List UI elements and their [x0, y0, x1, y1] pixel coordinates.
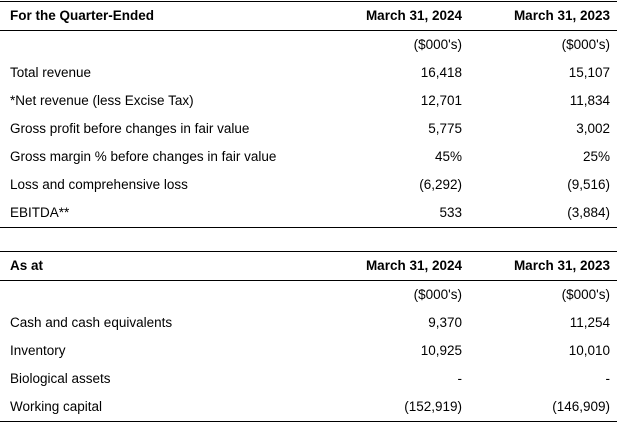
units-label-2023: ($000's): [561, 37, 610, 52]
units-row: ($000's) ($000's): [0, 31, 617, 60]
units-spacer: [0, 281, 312, 310]
row-label: Inventory: [10, 343, 66, 358]
units-label-2024: ($000's): [413, 37, 462, 52]
column-header-2024: March 31, 2024: [312, 1, 462, 31]
row-value-2024: (152,919): [404, 399, 462, 414]
units-label-2024: ($000's): [413, 287, 462, 302]
row-label: Gross margin % before changes in fair va…: [10, 149, 277, 164]
row-value-2024: 533: [439, 205, 462, 220]
as-at-table: As at March 31, 2024 March 31, 2023 ($00…: [0, 251, 617, 422]
table-header-row: As at March 31, 2024 March 31, 2023: [0, 251, 617, 281]
row-value-2024: 10,925: [420, 343, 462, 358]
table-row: Cash and cash equivalents 9,370 11,254: [0, 309, 617, 337]
row-value-2024: (6,292): [419, 177, 462, 192]
row-value-2023: (3,884): [567, 205, 610, 220]
row-value-2024: 9,370: [428, 315, 462, 330]
table-row: Inventory 10,925 10,010: [0, 337, 617, 365]
table-row: Loss and comprehensive loss (6,292) (9,5…: [0, 171, 617, 199]
table-title: For the Quarter-Ended: [0, 1, 312, 31]
row-value-2023: (9,516): [567, 177, 610, 192]
table-row: EBITDA** 533 (3,884): [0, 199, 617, 228]
table-row: Gross profit before changes in fair valu…: [0, 115, 617, 143]
row-label: Biological assets: [10, 371, 111, 386]
row-value-2023: -: [605, 371, 611, 386]
row-value-2024: 12,701: [420, 93, 462, 108]
table-header-row: For the Quarter-Ended March 31, 2024 Mar…: [0, 1, 617, 31]
row-value-2023: 15,107: [568, 65, 610, 80]
row-label: EBITDA**: [10, 205, 70, 220]
table-row: Total revenue 16,418 15,107: [0, 59, 617, 87]
row-value-2023: 11,834: [569, 93, 610, 108]
row-value-2023: 11,254: [569, 315, 610, 330]
row-value-2024: 16,418: [420, 65, 462, 80]
row-value-2024: 45%: [434, 149, 462, 164]
row-label: Cash and cash equivalents: [10, 315, 173, 330]
units-spacer: [0, 31, 312, 60]
table-row: *Net revenue (less Excise Tax) 12,701 11…: [0, 87, 617, 115]
row-value-2023: 10,010: [568, 343, 610, 358]
table-title: As at: [0, 251, 312, 281]
row-label: Working capital: [10, 399, 103, 414]
row-value-2024: 5,775: [428, 121, 462, 136]
quarter-ended-table: For the Quarter-Ended March 31, 2024 Mar…: [0, 1, 617, 228]
row-value-2023: 3,002: [576, 121, 610, 136]
units-label-2023: ($000's): [561, 287, 610, 302]
row-value-2023: 25%: [582, 149, 610, 164]
units-row: ($000's) ($000's): [0, 281, 617, 310]
row-label: Loss and comprehensive loss: [10, 177, 188, 192]
table-row: Working capital (152,919) (146,909): [0, 393, 617, 422]
row-label: Gross profit before changes in fair valu…: [10, 121, 250, 136]
row-label: Total revenue: [10, 65, 92, 80]
column-header-2024: March 31, 2024: [312, 251, 462, 281]
table-row: Biological assets - -: [0, 365, 617, 393]
column-header-2023: March 31, 2023: [462, 1, 617, 31]
row-value-2024: -: [457, 371, 463, 386]
column-header-2023: March 31, 2023: [462, 251, 617, 281]
table-row: Gross margin % before changes in fair va…: [0, 143, 617, 171]
row-value-2023: (146,909): [552, 399, 610, 414]
row-label: *Net revenue (less Excise Tax): [10, 93, 194, 108]
